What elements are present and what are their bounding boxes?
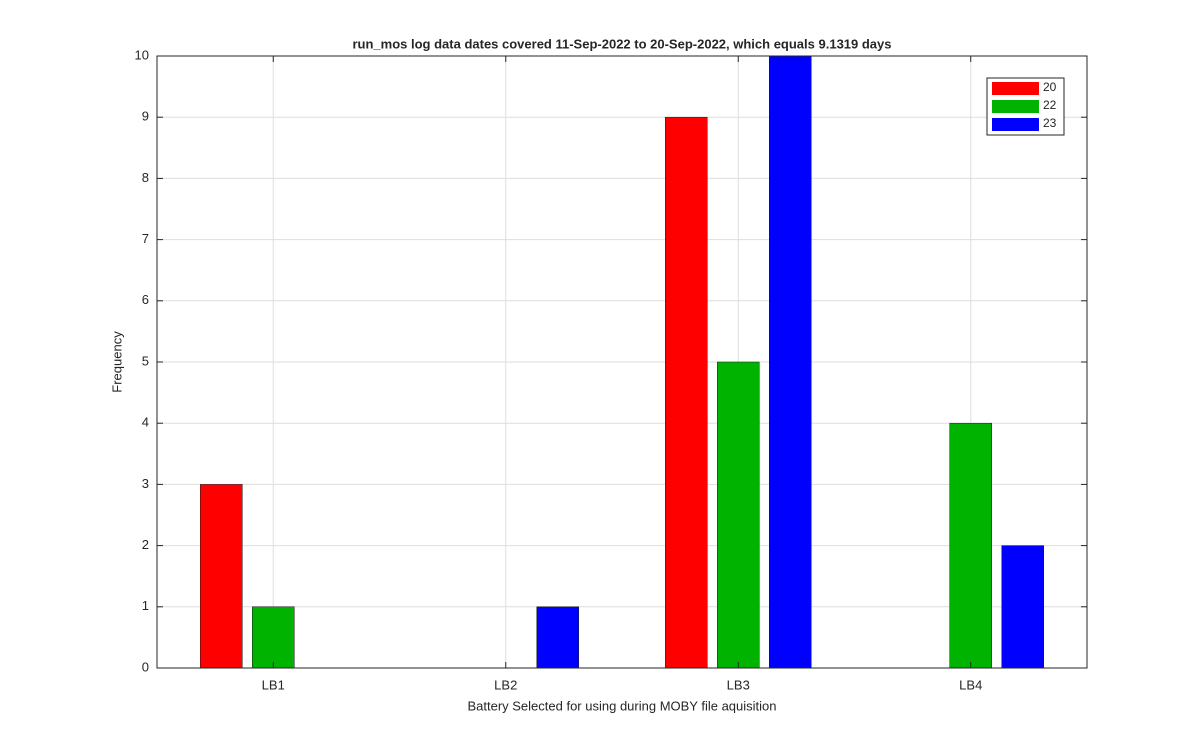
x-tick-label: LB2: [494, 677, 517, 692]
y-tick-label: 5: [142, 353, 149, 368]
x-tick-label: LB1: [262, 677, 285, 692]
bar: [536, 606, 579, 669]
y-tick-label: 7: [142, 231, 149, 246]
bar: [949, 422, 992, 669]
y-tick-label: 9: [142, 109, 149, 124]
y-tick-label: 10: [135, 47, 149, 62]
bar: [769, 55, 812, 669]
legend-label: 23: [1043, 116, 1057, 130]
y-tick-label: 4: [142, 415, 149, 430]
legend-swatch: [992, 100, 1039, 113]
y-tick-label: 2: [142, 537, 149, 552]
x-axis-label: Battery Selected for using during MOBY f…: [467, 698, 776, 713]
y-tick-label: 1: [142, 598, 149, 613]
legend-swatch: [992, 118, 1039, 131]
y-tick-label: 8: [142, 170, 149, 185]
bar: [1001, 545, 1044, 669]
legend-swatch: [992, 82, 1039, 95]
bar: [665, 116, 708, 669]
x-tick-label: LB3: [727, 677, 750, 692]
y-tick-label: 0: [142, 659, 149, 674]
bar: [252, 606, 295, 669]
legend-label: 20: [1043, 80, 1057, 94]
y-tick-label: 6: [142, 292, 149, 307]
chart-title: run_mos log data dates covered 11-Sep-20…: [352, 36, 891, 51]
legend-label: 22: [1043, 98, 1057, 112]
bar: [200, 484, 243, 669]
y-tick-label: 3: [142, 476, 149, 491]
y-axis-label: Frequency: [109, 331, 124, 393]
legend: 20 22 23: [986, 77, 1065, 136]
x-tick-label: LB4: [959, 677, 982, 692]
bars: [200, 55, 1044, 669]
bar: [717, 361, 760, 669]
